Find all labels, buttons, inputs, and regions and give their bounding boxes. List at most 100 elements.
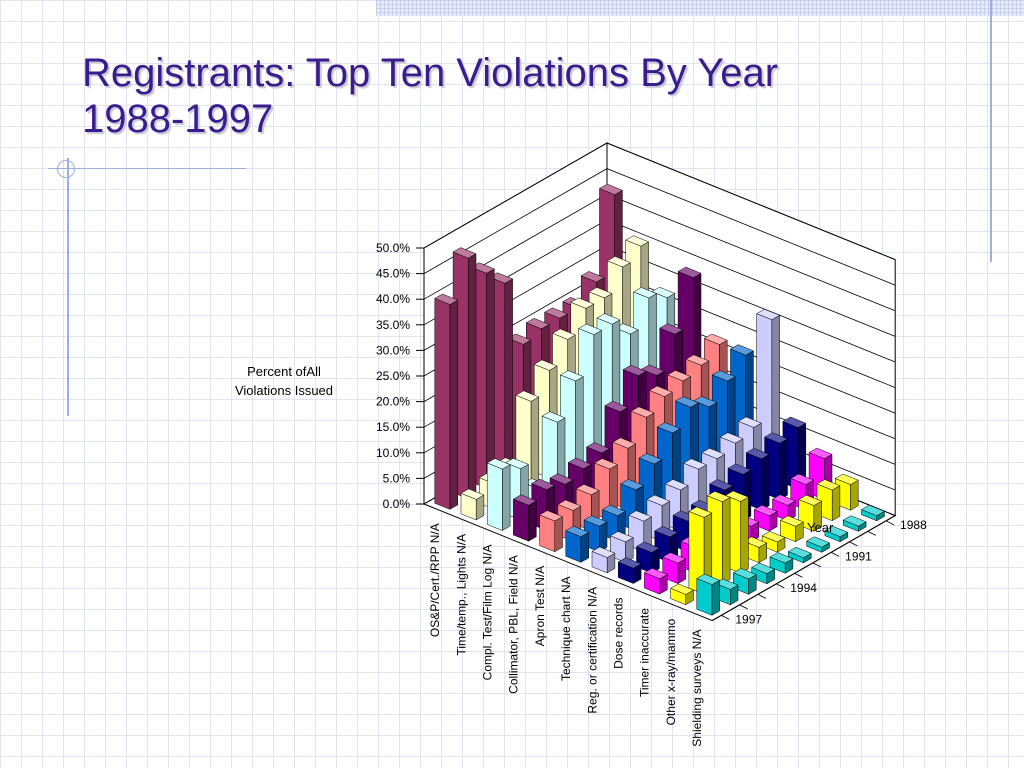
bar	[696, 573, 721, 616]
bar-top	[670, 583, 695, 595]
bar-top	[714, 578, 739, 590]
decorative-vertical-line-left	[67, 158, 69, 416]
bar-top	[745, 448, 770, 460]
bars	[434, 183, 885, 616]
bar	[860, 504, 885, 522]
bar-side	[449, 299, 458, 510]
bar-side	[740, 496, 749, 574]
category-labels: OS&P/Cert./RPP N/A Time/temp., Lights N/A…	[428, 523, 704, 746]
bar-side	[711, 579, 720, 616]
bar-top	[696, 573, 721, 585]
bar	[761, 531, 786, 553]
bar-top	[609, 531, 634, 543]
year-axis-label: Year	[807, 520, 834, 535]
bar-top	[612, 437, 637, 449]
bar-top	[434, 293, 459, 305]
category-label: Dose records	[612, 598, 626, 669]
bar-front	[486, 462, 503, 531]
bar-top	[646, 494, 671, 506]
year-tick	[885, 520, 895, 526]
bar	[460, 488, 485, 521]
y-tick-label: 15.0%	[376, 420, 410, 434]
y-tick-label: 35.0%	[376, 318, 410, 332]
bar-top	[583, 515, 608, 527]
bar-top	[808, 447, 833, 459]
bar	[824, 525, 849, 543]
page-title: Registrants: Top Ten Violations By Year …	[82, 50, 778, 142]
bar	[565, 525, 590, 563]
bar-top	[533, 359, 558, 371]
bar	[583, 515, 608, 553]
bar-top	[638, 453, 663, 465]
bar-side	[468, 253, 477, 500]
category-label: Time/temp., Lights N/A	[454, 534, 468, 656]
year-tick-label: 1991	[845, 549, 872, 563]
bar-front	[434, 298, 451, 510]
bar-top	[625, 235, 650, 247]
y-tick-label: 50.0%	[376, 241, 410, 255]
category-label: Apron Test N/A	[533, 566, 547, 646]
y-tick-label: 20.0%	[376, 395, 410, 409]
bar-top	[586, 442, 611, 454]
bar-top	[782, 416, 807, 428]
bar-top	[643, 567, 668, 580]
bar-top	[648, 385, 673, 397]
gridline	[423, 142, 896, 260]
bar-top	[557, 499, 582, 511]
bar	[688, 506, 713, 595]
year-tick	[757, 593, 767, 599]
bar-side	[554, 516, 563, 553]
bar	[842, 515, 867, 532]
bar	[751, 562, 776, 585]
bar-top	[570, 297, 595, 309]
bar-top	[635, 541, 660, 553]
bar-top	[709, 479, 734, 491]
bar	[434, 293, 459, 510]
bar-top	[771, 494, 796, 506]
bar-top	[525, 318, 550, 330]
category-label: OS&P/Cert./RPP N/A	[428, 523, 442, 637]
bar-top	[544, 307, 569, 319]
bar-top	[719, 432, 744, 444]
bar-top	[486, 458, 511, 470]
y-axis-label: Percent ofAll Violations Issued	[218, 362, 350, 400]
bar-top	[816, 479, 841, 491]
bar-top	[507, 333, 532, 345]
bar	[787, 546, 812, 564]
bar-top	[551, 328, 576, 340]
bar-top	[575, 484, 600, 496]
bar-top	[620, 479, 645, 491]
bar-top	[667, 370, 692, 382]
bar-top	[531, 478, 556, 490]
decorative-vertical-line-right	[990, 0, 992, 262]
y-tick-label: 30.0%	[376, 343, 410, 357]
bar	[609, 531, 634, 563]
bar-side	[502, 464, 511, 531]
bar-top	[787, 546, 812, 558]
bar-top	[578, 323, 603, 335]
year-tick-label: 1988	[900, 518, 927, 532]
year-axis: 1988 1991 1994 1997 Year	[711, 515, 927, 626]
bar-top	[591, 546, 616, 558]
bar	[643, 567, 668, 595]
category-label: Compl. Test/Film Log N/A	[481, 545, 495, 681]
top-decorative-band	[376, 0, 1024, 16]
bar	[779, 515, 804, 543]
y-tick-label: 45.0%	[376, 267, 410, 281]
decorative-circle	[57, 160, 75, 178]
bar-top	[598, 183, 623, 195]
bar-side	[580, 531, 589, 563]
bar-top	[593, 458, 618, 470]
bar-top	[504, 458, 529, 470]
bar	[617, 557, 642, 584]
bar-top	[567, 457, 592, 469]
bar-top	[756, 308, 781, 320]
bar-top	[743, 536, 768, 548]
bar	[539, 510, 564, 553]
bar-top	[606, 256, 631, 268]
page-title-line-2: 1988-1997	[82, 97, 274, 141]
y-axis-label-line-2: Violations Issued	[234, 383, 334, 398]
decorative-horizontal-line	[48, 168, 246, 169]
bar-top	[737, 416, 762, 428]
page-title-line-1: Registrants: Top Ten Violations By Year	[82, 51, 779, 95]
